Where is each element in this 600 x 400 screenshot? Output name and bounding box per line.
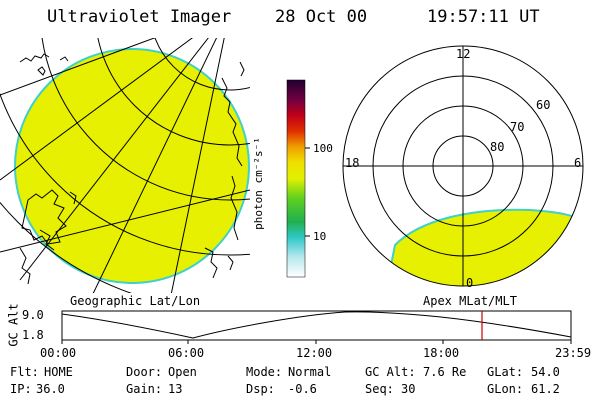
geo-aurora-disk — [14, 48, 250, 284]
altitude-ylabel: GC Alt — [6, 303, 21, 347]
altitude-xtick-2: 12:00 — [296, 346, 333, 360]
status-gain-value: 13 — [168, 382, 183, 396]
mlat-label-80: 80 — [490, 140, 505, 154]
status-flt-label: Flt: — [10, 365, 39, 379]
status-gcalt-value: 7.6 Re — [423, 365, 467, 379]
altitude-xtick-4: 23:59 — [555, 346, 592, 360]
colorbar-tick-100: 100 — [313, 142, 333, 155]
status-ip-value: 36.0 — [36, 382, 65, 396]
colorbar-unit-label: photon cm⁻²s⁻¹ — [251, 137, 265, 230]
time-label: 19:57:11 UT — [427, 7, 540, 27]
status-seq-value: 30 — [401, 382, 416, 396]
colorbar-tick-10: 10 — [313, 230, 327, 243]
status-door-label: Door: — [126, 365, 163, 379]
mlt-label-18: 18 — [345, 156, 360, 170]
coastline — [19, 53, 245, 285]
mlt-label-12: 12 — [456, 47, 471, 61]
mlt-label-6: 6 — [574, 156, 582, 170]
mlt-label-0: 0 — [466, 276, 474, 290]
status-ip-label: IP: — [10, 382, 32, 396]
polar-plot — [342, 45, 584, 287]
status-glat-value: 54.0 — [531, 365, 560, 379]
mlat-label-70: 70 — [510, 120, 525, 134]
altitude-xtick-1: 06:00 — [168, 346, 205, 360]
altitude-xtick-0: 00:00 — [40, 346, 77, 360]
status-mode-label: Mode: — [246, 365, 283, 379]
polar-panel-label: Apex MLat/MLT — [423, 294, 517, 308]
status-seq-label: Seq: — [365, 382, 394, 396]
altitude-xtick-3: 18:00 — [423, 346, 460, 360]
altitude-plot — [61, 310, 572, 344]
status-gcalt-label: GC Alt: — [365, 365, 416, 379]
status-glon-value: 61.2 — [531, 382, 560, 396]
altitude-curve — [61, 311, 572, 339]
instrument-title: Ultraviolet Imager — [47, 7, 232, 27]
status-door-value: Open — [168, 365, 197, 379]
status-gain-label: Gain: — [126, 382, 163, 396]
colorbar — [286, 79, 310, 278]
status-flt-value: HOME — [44, 365, 73, 379]
status-glon-label: GLon: — [487, 382, 524, 396]
status-dsp-label: Dsp: — [246, 382, 275, 396]
status-mode-value: Normal — [288, 365, 332, 379]
status-glat-label: GLat: — [487, 365, 524, 379]
mlat-label-60: 60 — [536, 98, 551, 112]
geographic-map — [0, 38, 250, 293]
altitude-ytick-low: 1.8 — [22, 328, 44, 342]
altitude-ytick-high: 9.0 — [22, 308, 44, 322]
date-label: 28 Oct 00 — [275, 7, 368, 27]
geo-panel-label: Geographic Lat/Lon — [70, 294, 201, 308]
status-dsp-value: -0.6 — [288, 382, 317, 396]
